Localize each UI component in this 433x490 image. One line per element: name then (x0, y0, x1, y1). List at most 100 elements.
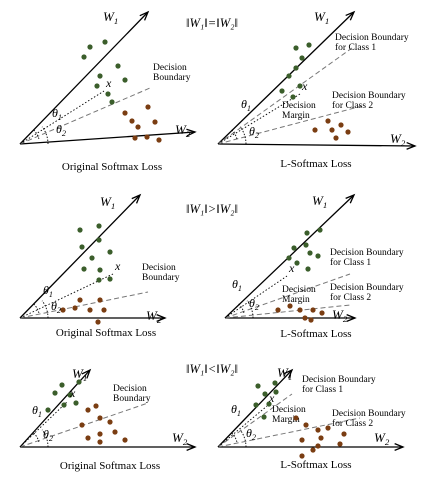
row2-left-class2-point (97, 297, 103, 303)
row2-right-x-label: x (288, 261, 295, 275)
row1-left-class2-point (145, 104, 151, 110)
row2-left-class2-point (72, 305, 78, 311)
row1-right-theta1-arc (230, 128, 238, 140)
row2-right-decision-margin-label: Decision Margin (282, 285, 316, 305)
row1-right-decision-margin-label: Decision Margin (282, 101, 316, 121)
row1-left-class2-point (152, 119, 158, 125)
row1-right-w2-label: W2 (390, 131, 406, 148)
row2-right-w2-arrowhead (346, 314, 357, 322)
row3-right-class2-point (299, 453, 305, 459)
row3-left-class2-point (93, 403, 99, 409)
row1-left-class1-point (102, 39, 108, 45)
row2-left-class2-point (101, 307, 107, 313)
row3-right-w1-label: W1 (277, 365, 292, 382)
row3-right-theta2-label: θ2 (246, 426, 256, 442)
row1-right-caption: L-Softmax Loss (280, 158, 351, 170)
row2-right-class1-point (286, 255, 292, 261)
row3-left-class1-point (59, 382, 65, 388)
row2-left-class1-point (96, 237, 102, 243)
row2-left-theta1-arc (32, 302, 40, 314)
row2-left-class1-point (96, 277, 102, 283)
row2-left-w1-vector (19, 194, 141, 319)
row2-right-theta2-arc (246, 300, 254, 319)
row2-left-theta1-label: θ1 (43, 283, 53, 299)
row2-left-x-label: x (114, 259, 121, 273)
row3-left-class1-point (61, 402, 67, 408)
row3-left-class1-point (73, 400, 79, 406)
row3-right-theta1-arc (230, 431, 238, 443)
row2-left-caption: Original Softmax Loss (56, 327, 156, 339)
row3-right-class2-point (299, 437, 305, 443)
row2-right-w1-label: W1 (312, 193, 327, 210)
row3-left-caption: Original Softmax Loss (60, 460, 160, 472)
row2-right-boundary-class2-line (224, 304, 351, 319)
row1-left-decision-boundary-label: Decision Boundary (153, 63, 191, 83)
row2-right-boundary-class2-label: Decision Boundary for Class 2 (330, 283, 404, 303)
row2-left-w2-arrowhead (156, 314, 167, 322)
row1-left-theta1-label: θ1 (52, 106, 62, 122)
row1-left-theta2-label: θ2 (56, 122, 66, 138)
row1-right-class2-point (329, 127, 335, 133)
row3-left-w2-label: W2 (172, 430, 188, 447)
row1-right-class1-point (293, 65, 299, 71)
row1-right-class2-point (325, 118, 331, 124)
row2-right-class2-point (302, 315, 308, 321)
row1-right-class2-point (312, 127, 318, 133)
row1-left-class2-point (135, 124, 141, 130)
row2-right-w2-label: W2 (332, 307, 348, 324)
row2-right-class2-point (275, 307, 281, 313)
row3-right-class1-point (262, 391, 268, 397)
row3-right-caption: L-Softmax Loss (280, 459, 351, 471)
row2-right-class1-point (291, 245, 297, 251)
row2-left-w2-label: W2 (146, 308, 162, 325)
row2-right-boundary-class1-line (224, 273, 351, 319)
row2-left-class1-point (107, 276, 113, 282)
row3-left-theta2-label: θ2 (43, 427, 53, 443)
row1-left-theta2-arc (41, 126, 49, 145)
row3-left-theta2-arc (41, 429, 49, 448)
row3-left-x-label: x (69, 386, 76, 400)
row3-right-class2-point (341, 431, 347, 437)
row2-right-theta1-label: θ1 (232, 277, 242, 293)
row1-right-theta1-label: θ1 (241, 97, 251, 113)
row2-left-decision-boundary-line (19, 291, 149, 319)
row1-left-decision-boundary-line (19, 87, 151, 145)
row3-right-class2-point (325, 425, 331, 431)
row1-left-w1-vector (19, 11, 149, 145)
row3-right-class1-point (253, 402, 259, 408)
row1-left-x-vector (19, 90, 105, 145)
row2-norm-condition: ‖W₁‖>‖W₂‖ (186, 202, 238, 216)
row3-right-class1-point (272, 380, 278, 386)
row3-right-decision-margin-label: Decision Margin (272, 405, 306, 425)
row3-right-class2-point (337, 441, 343, 447)
row3-left-class2-point (97, 439, 103, 445)
row1-right-class1-point (286, 73, 292, 79)
row1-left-w1-label: W1 (103, 9, 118, 26)
row2-left-class2-point (60, 307, 66, 313)
row1-right-x-label: x (301, 79, 308, 93)
row1-left-class2-point (156, 137, 162, 143)
row2-left-class2-point (87, 307, 93, 313)
row2-right-w1-arrowhead (345, 193, 356, 204)
row3-right-w1-arrowhead (283, 368, 294, 379)
row2-left-w1-arrowhead (131, 193, 142, 204)
row1-left-class1-point (105, 91, 111, 97)
row2-left-theta2-arc (41, 300, 49, 319)
row2-left-w1-label: W1 (100, 194, 115, 211)
row2-right-theta1-arc (237, 302, 245, 314)
row2-right-class1-point (317, 227, 323, 233)
row2-left-class2-point (77, 297, 83, 303)
row3-right-boundary-class2-line (217, 417, 361, 448)
row1-right-w1-arrowhead (345, 10, 356, 21)
row3-left-w1-label: W1 (72, 366, 87, 383)
row1-right-theta2-label: θ2 (249, 124, 259, 140)
row2-right-class1-point (294, 260, 300, 266)
row1-left-class2-point (132, 135, 138, 141)
row3-right-x-vector (217, 405, 268, 448)
row3-left-class2-point (85, 407, 91, 413)
row3-right-w2-label: W2 (374, 430, 390, 447)
row3-right-boundary-class1-line (217, 393, 293, 448)
row1-right-class1-point (299, 55, 305, 61)
row2-left-decision-boundary-label: Decision Boundary (142, 263, 180, 283)
